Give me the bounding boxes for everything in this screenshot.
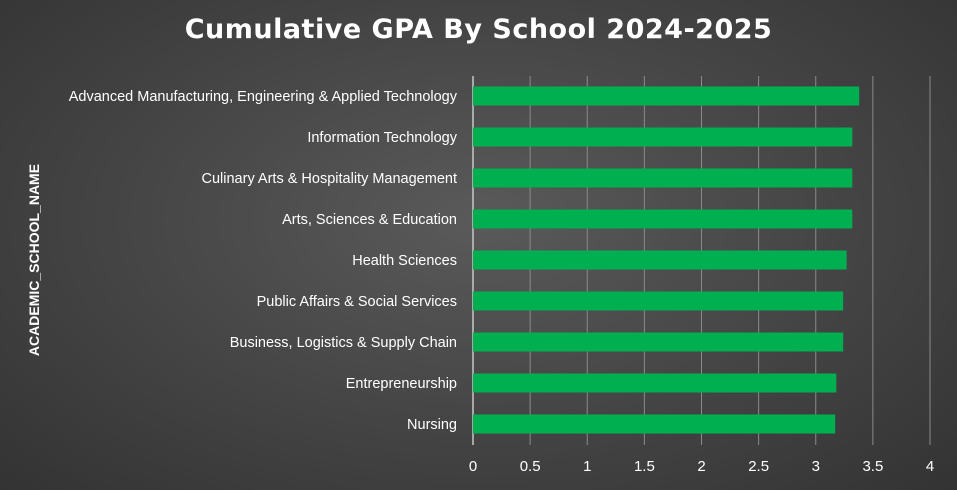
y-tick-label: Arts, Sciences & Education: [282, 212, 457, 228]
y-tick-label: Culinary Arts & Hospitality Management: [202, 171, 457, 187]
chart-title: Cumulative GPA By School 2024-2025: [184, 14, 773, 45]
y-tick-label: Business, Logistics & Supply Chain: [230, 335, 457, 351]
x-tick-label: 2.5: [748, 458, 769, 475]
x-tick-label: 1.5: [634, 458, 655, 475]
bar: [473, 250, 847, 270]
y-tick-label: Advanced Manufacturing, Engineering & Ap…: [69, 89, 458, 105]
bar: [473, 86, 860, 106]
y-tick-label: Health Sciences: [352, 253, 457, 269]
y-tick-label: Nursing: [407, 417, 457, 433]
x-tick-label: 0: [469, 458, 477, 475]
x-tick-label: 1: [583, 458, 591, 475]
y-tick-label: Information Technology: [307, 130, 457, 146]
x-tick-label: 4: [926, 458, 934, 475]
bar: [473, 209, 853, 229]
bar: [473, 291, 844, 311]
bar: [473, 332, 844, 352]
x-tick-label: 3.5: [862, 458, 883, 475]
bar: [473, 414, 836, 434]
y-tick-label: Entrepreneurship: [346, 376, 457, 392]
x-tick-label: 2: [697, 458, 705, 475]
bar: [473, 168, 853, 188]
x-tick-label: 3: [812, 458, 820, 475]
bar: [473, 127, 853, 147]
bar: [473, 373, 837, 393]
y-tick-label: Public Affairs & Social Services: [257, 294, 457, 310]
x-tick-label: 0.5: [520, 458, 541, 475]
